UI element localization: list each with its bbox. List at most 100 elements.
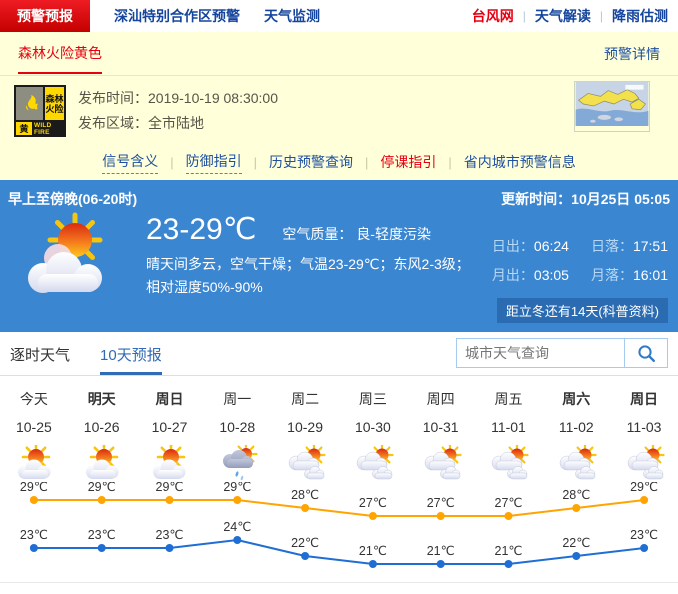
date-label: 11-01 [491, 419, 526, 435]
forecast-header: 逐时天气 10天预报 [0, 332, 678, 376]
cloudy-icon [475, 444, 543, 482]
search-input[interactable] [456, 338, 624, 368]
separator: | [522, 9, 526, 23]
forecast-section: 逐时天气 10天预报 今天 10-25 明天 10-26 周日 10-27 周一 10-28 周二… [0, 332, 678, 583]
warning-link[interactable]: 历史预警查询 [269, 154, 353, 170]
sunrise-time: 日出：06:24 [492, 236, 569, 256]
svg-text:29℃: 29℃ [223, 482, 251, 494]
svg-text:21℃: 21℃ [359, 544, 387, 558]
air-quality: 空气质量： 良-轻度污染 [282, 226, 431, 242]
svg-text:23℃: 23℃ [88, 528, 116, 542]
nav-tab[interactable]: 深汕特别合作区预警 [114, 8, 240, 24]
city-search [456, 338, 668, 368]
bottom-divider [0, 582, 678, 583]
sunrise-label: 日出： [491, 238, 534, 254]
wildfire-warning-icon: 森林 火险 黄 WILD FIRE [14, 85, 66, 137]
warning-links: 信号含义 | 防御指引 | 历史预警查询 | 停课指引 | 省内城市预警信息 [0, 146, 678, 178]
moonset-label: 月落： [590, 267, 633, 283]
day-label: 周五 [494, 391, 523, 407]
moonset-time: 月落：16:01 [591, 265, 668, 285]
svg-text:22℃: 22℃ [291, 536, 319, 550]
tab-active[interactable]: 10天预报 [100, 344, 162, 375]
search-button[interactable] [624, 338, 668, 368]
fire-icon-name-line1: 森林 [45, 93, 64, 104]
sunset-label: 日落： [590, 238, 633, 254]
publish-area-value: 全市陆地 [148, 115, 204, 131]
date-label: 10-28 [219, 419, 256, 435]
cloudy-icon [542, 444, 610, 482]
warning-body: 森林 火险 黄 WILD FIRE 发布时间：2019-10-19 08:30:… [0, 76, 678, 146]
top-nav: 预警预报 深汕特别合作区预警 天气监测 台风网 | 天气解读 | 降雨估测 [0, 0, 678, 32]
warning-link[interactable]: 省内城市预警信息 [463, 154, 576, 170]
date-label: 10-30 [354, 419, 391, 435]
current-weather-section: 早上至傍晚(06-20时) 更新时间：10月25日 05:05 [0, 180, 678, 332]
date-label: 10-25 [15, 419, 52, 435]
svg-text:29℃: 29℃ [156, 482, 184, 494]
forecast-column: 周六 11-02 [542, 389, 610, 482]
fire-icon-level: 黄 [16, 122, 32, 135]
svg-text:23℃: 23℃ [20, 528, 48, 542]
moonrise-time: 月出：03:05 [492, 265, 569, 285]
forecast-columns: 今天 10-25 明天 10-26 周日 10-27 周一 10-28 周二 10-29 周三 10-… [0, 376, 678, 482]
cloudy-icon [339, 444, 407, 482]
current-weather-icon [16, 212, 124, 309]
date-label: 10-29 [287, 419, 323, 435]
svg-text:27℃: 27℃ [495, 496, 523, 510]
cloudy-icon [610, 444, 678, 482]
nav-link[interactable]: 台风网 [471, 8, 514, 24]
day-label: 周六 [562, 391, 591, 407]
partly-cloudy-icon [136, 444, 204, 482]
day-label: 周三 [358, 391, 387, 407]
warning-link[interactable]: 防御指引 [185, 151, 242, 174]
svg-text:27℃: 27℃ [427, 496, 455, 510]
warning-link[interactable]: 信号含义 [102, 151, 159, 174]
partly-cloudy-icon [0, 444, 68, 482]
temperature-chart: 29℃ 29℃ 29℃ 29℃ 28℃ 27℃ 27℃ 27℃ 28℃ 29℃ 23℃ 23℃ 23℃ 2… [0, 480, 678, 582]
nav-tab-list: 预警预报 深汕特别合作区预警 天气监测 [0, 0, 320, 32]
current-temp-range: 23-29℃ [146, 213, 257, 246]
warning-info: 发布时间：2019-10-19 08:30:00 发布区域：全市陆地 [78, 86, 278, 136]
forecast-column: 周日 10-27 [136, 389, 204, 482]
day-label: 周日 [630, 391, 659, 407]
separator: | [170, 154, 174, 170]
current-header: 早上至傍晚(06-20时) 更新时间：10月25日 05:05 [0, 180, 678, 209]
separator: | [253, 154, 257, 170]
svg-text:23℃: 23℃ [156, 528, 184, 542]
search-icon [637, 344, 655, 362]
separator: | [599, 9, 603, 23]
update-time: 更新时间：10月25日 05:05 [501, 191, 670, 207]
svg-text:29℃: 29℃ [88, 482, 116, 494]
nav-link[interactable]: 天气解读 [534, 8, 591, 24]
date-label: 11-02 [558, 419, 594, 435]
publish-time-value: 2019-10-19 08:30:00 [148, 90, 278, 106]
publish-time-row: 发布时间：2019-10-19 08:30:00 [78, 86, 278, 111]
svg-text:24℃: 24℃ [223, 520, 251, 534]
svg-text:28℃: 28℃ [562, 488, 590, 502]
warning-detail-link[interactable]: 预警详情 [604, 45, 660, 62]
day-label: 周二 [291, 391, 320, 407]
forecast-column: 周日 11-03 [610, 389, 678, 482]
svg-text:27℃: 27℃ [359, 496, 387, 510]
nav-link-list: 台风网 | 天气解读 | 降雨估测 [472, 6, 678, 26]
nav-tab[interactable]: 天气监测 [264, 8, 320, 24]
solar-term-note[interactable]: 距立冬还有14天(科普资料) [496, 298, 668, 323]
date-label: 10-26 [83, 419, 120, 435]
moonset-value: 16:01 [632, 267, 668, 283]
warning-title[interactable]: 森林火险黄色 [18, 43, 102, 74]
forecast-column: 周三 10-30 [339, 389, 407, 482]
day-label: 周日 [155, 391, 184, 407]
forecast-column: 周二 10-29 [271, 389, 339, 482]
tab-inactive[interactable]: 逐时天气 [10, 347, 71, 364]
current-summary: 23-29℃ 空气质量： 良-轻度污染 晴天间多云，空气干燥；气温23-29℃；… [146, 212, 476, 299]
period-label: 早上至傍晚(06-20时) [8, 191, 138, 207]
svg-text:21℃: 21℃ [427, 544, 455, 558]
nav-link[interactable]: 降雨估测 [612, 8, 668, 24]
warning-link[interactable]: 停课指引 [380, 154, 437, 170]
svg-text:28℃: 28℃ [291, 488, 319, 502]
nav-tab[interactable]: 预警预报 [0, 0, 90, 32]
svg-text:21℃: 21℃ [495, 544, 523, 558]
warning-map[interactable] [574, 81, 650, 132]
fire-icon-en: WILD FIRE [34, 122, 64, 136]
day-label: 周一 [223, 391, 252, 407]
